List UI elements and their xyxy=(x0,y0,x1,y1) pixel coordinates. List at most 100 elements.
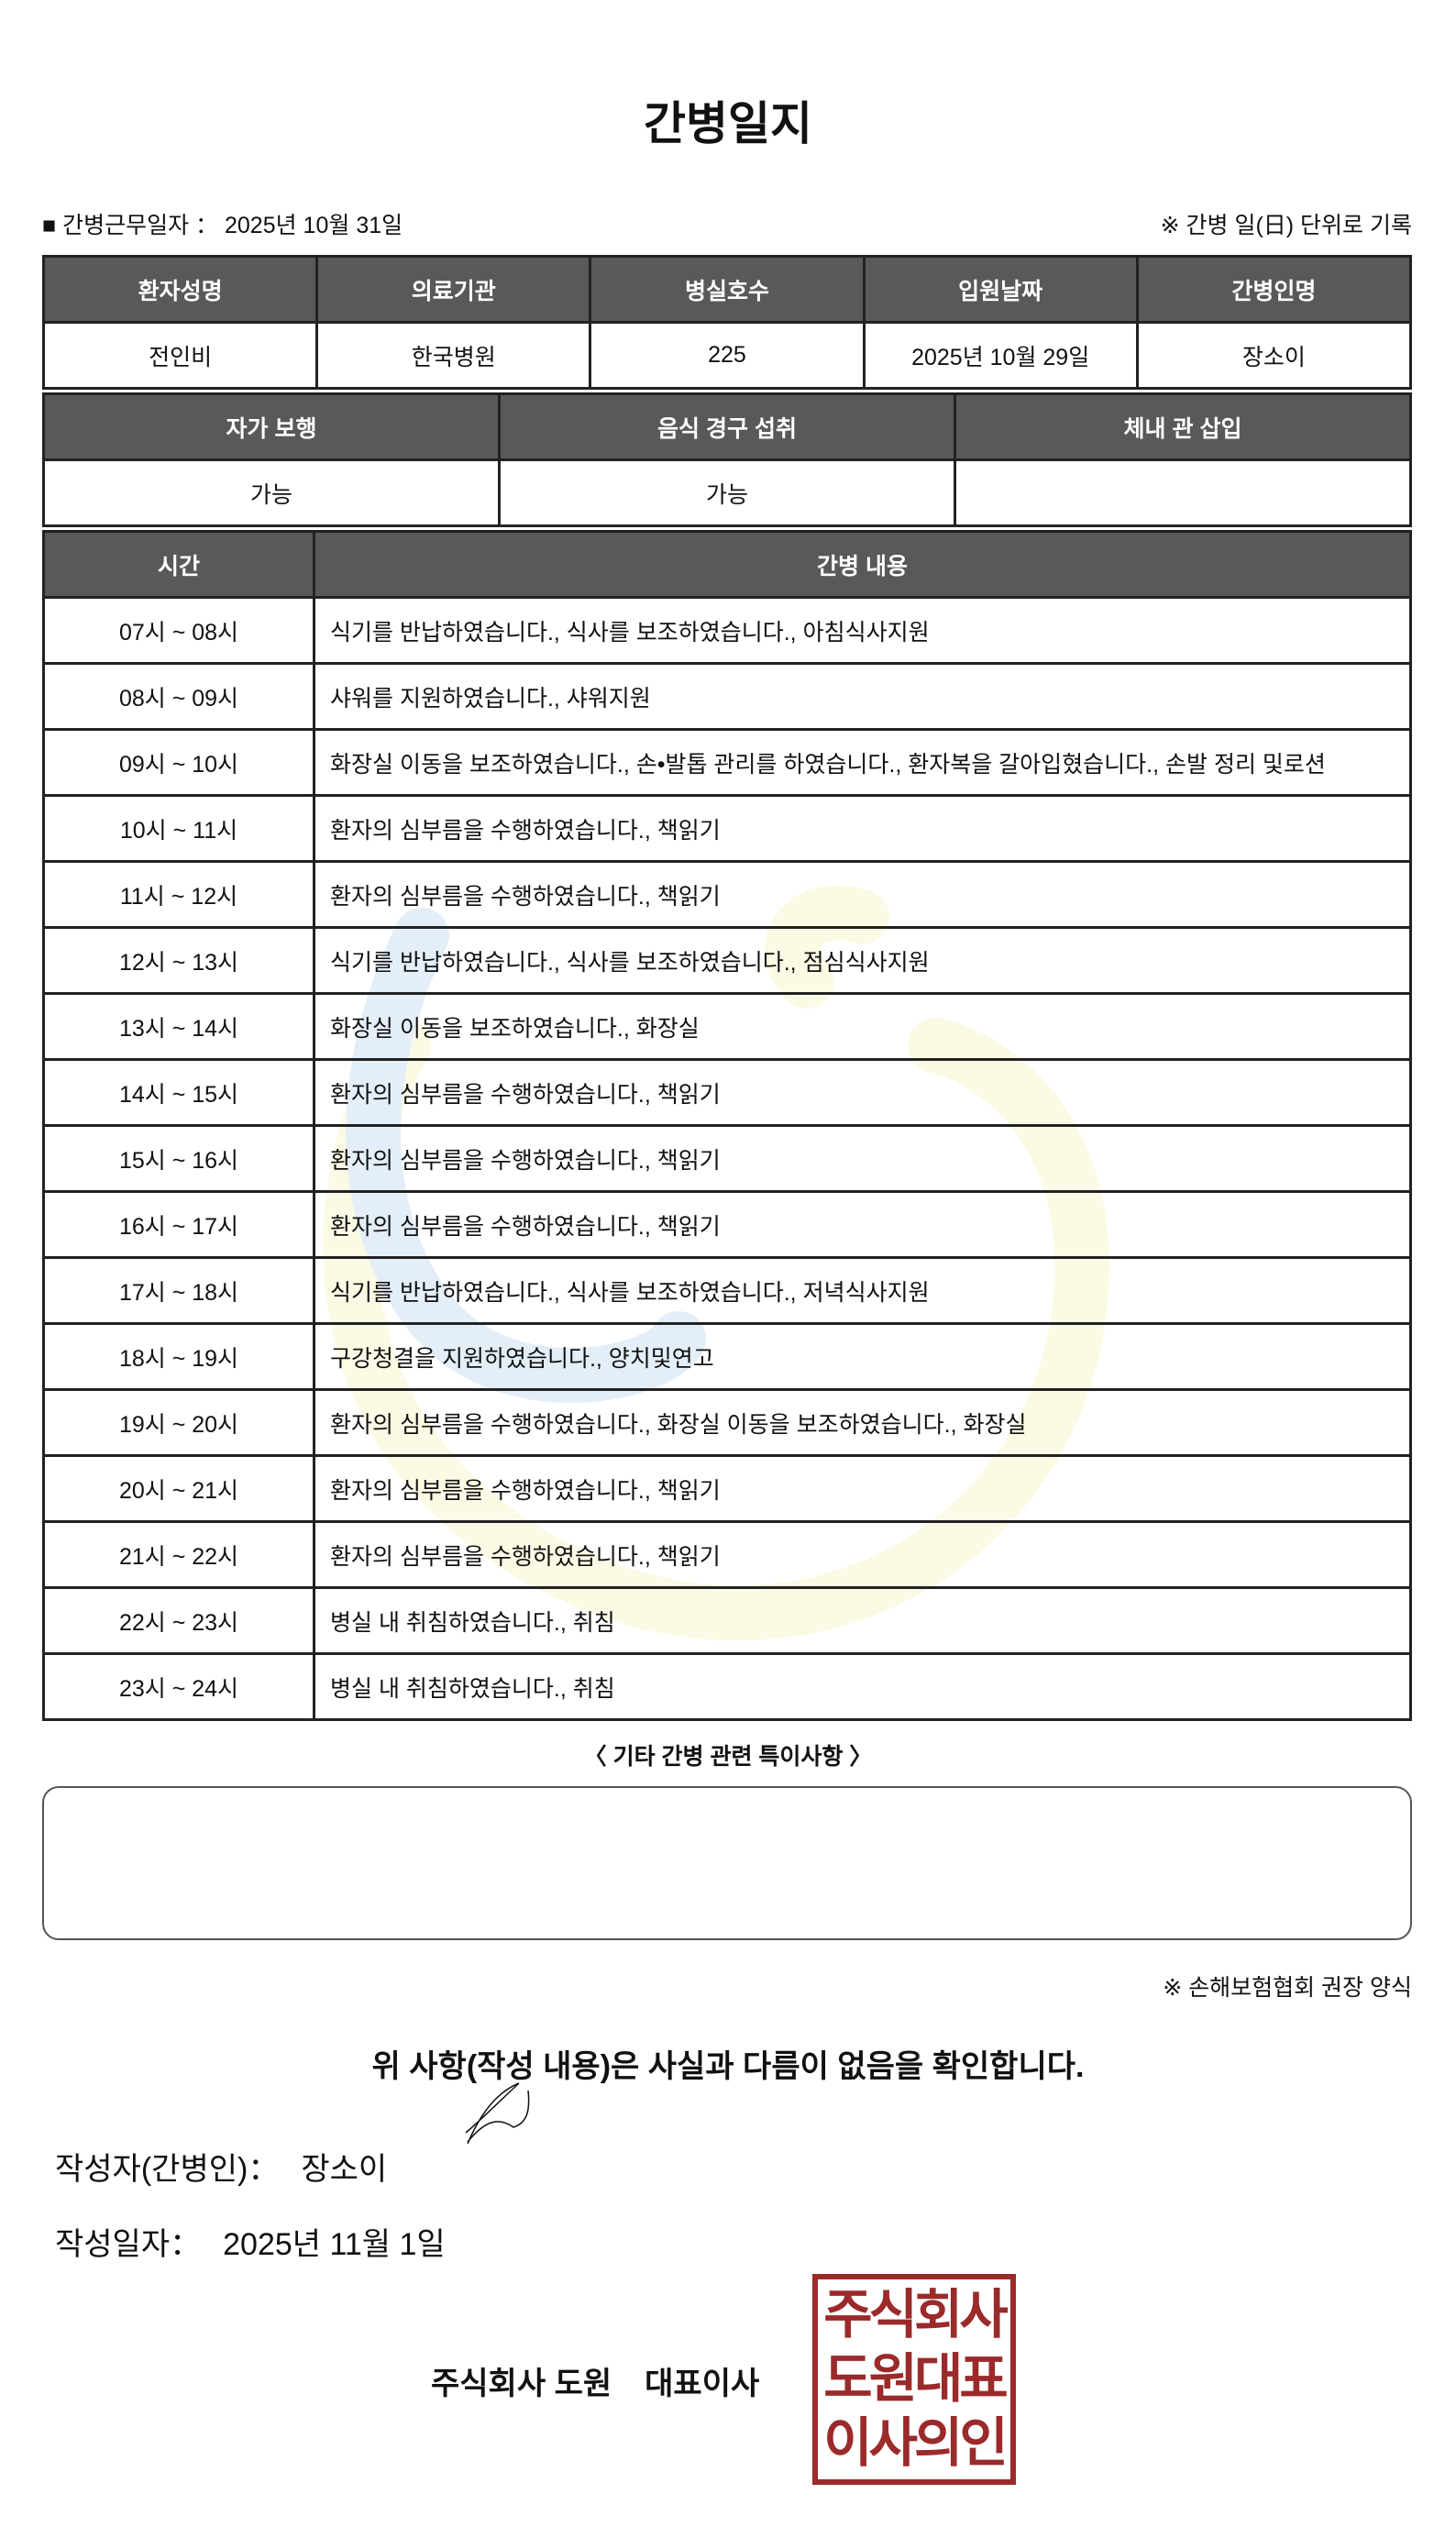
table-row: 22시 ~ 23시 병실 내 취침하였습니다., 취침 xyxy=(42,1586,1412,1655)
stamp-line: 주식회사 xyxy=(823,2285,1008,2345)
table-row: 20시 ~ 21시 환자의 심부름을 수행하였습니다., 책읽기 xyxy=(42,1454,1412,1523)
care-log-header-row: 시간 간병 내용 xyxy=(42,530,1412,599)
header-time: 시간 xyxy=(42,530,315,599)
table-row: 19시 ~ 20시 환자의 심부름을 수행하였습니다., 화장실 이동을 보조하였… xyxy=(42,1388,1412,1457)
care-content: 환자의 심부름을 수행하였습니다., 책읽기 xyxy=(313,1190,1412,1259)
time-slot: 20시 ~ 21시 xyxy=(42,1454,315,1523)
header-patient-name: 환자성명 xyxy=(41,255,319,324)
time-slot: 21시 ~ 22시 xyxy=(42,1520,315,1589)
admission-date: 2025년 10월 29일 xyxy=(862,321,1139,390)
page-title: 간병일지 xyxy=(644,98,812,149)
table-row: 16시 ~ 17시 환자의 심부름을 수행하였습니다., 책읽기 xyxy=(42,1190,1412,1259)
company-line: 주식회사 도원 대표이사 xyxy=(431,2358,759,2403)
tube-status xyxy=(954,458,1412,527)
ceo-title: 대표이사 xyxy=(645,2367,760,2401)
table-row: 10시 ~ 11시 환자의 심부름을 수행하였습니다., 책읽기 xyxy=(42,794,1412,863)
confirmation-statement: 위 사항(작성 내용)은 사실과 다름이 없음을 확인합니다. xyxy=(371,2049,1085,2084)
written-date-label: 작성일자： xyxy=(55,2227,202,2262)
care-content: 식기를 반납하였습니다., 식사를 보조하였습니다., 저녁식사지원 xyxy=(313,1256,1412,1325)
care-content: 환자의 심부름을 수행하였습니다., 책읽기 xyxy=(313,1454,1412,1523)
patient-name: 전인비 xyxy=(41,321,319,390)
shift-date-value: 2025년 10월 31일 xyxy=(225,213,403,238)
notes-title: 〈 기타 간병 관련 특이사항 〉 xyxy=(583,1744,873,1770)
walking-status: 가능 xyxy=(42,458,501,527)
stamp-line: 이사의인 xyxy=(823,2413,1008,2473)
association-note: ※ 손해보험협회 권장 양식 xyxy=(1163,1975,1412,2001)
header-admission-date: 입원날짜 xyxy=(862,255,1139,324)
time-slot: 14시 ~ 15시 xyxy=(42,1058,315,1127)
room-number: 225 xyxy=(589,321,866,390)
time-slot: 17시 ~ 18시 xyxy=(42,1256,315,1325)
time-slot: 12시 ~ 13시 xyxy=(42,926,315,995)
care-content: 환자의 심부름을 수행하였습니다., 책읽기 xyxy=(313,1124,1412,1193)
patient-status-table: 자가 보행 음식 경구 섭취 체내 관 삽입 가능 가능 xyxy=(42,392,1412,527)
time-slot: 11시 ~ 12시 xyxy=(42,860,315,929)
care-content: 샤워를 지원하였습니다., 샤워지원 xyxy=(313,662,1412,731)
shift-date-label: 간병근무일자 xyxy=(62,213,190,238)
time-slot: 07시 ~ 08시 xyxy=(42,596,315,665)
time-slot: 15시 ~ 16시 xyxy=(42,1124,315,1193)
written-date-value: 2025년 11월 1일 xyxy=(223,2227,446,2262)
patient-info-header-row: 환자성명 의료기관 병실호수 입원날짜 간병인명 xyxy=(41,255,1413,324)
care-content: 환자의 심부름을 수행하였습니다., 책읽기 xyxy=(313,794,1412,863)
time-slot: 09시 ~ 10시 xyxy=(42,728,315,797)
header-walking: 자가 보행 xyxy=(42,392,501,461)
header-room: 병실호수 xyxy=(589,255,866,324)
table-row: 21시 ~ 22시 환자의 심부름을 수행하였습니다., 책읽기 xyxy=(42,1520,1412,1589)
care-content: 병실 내 취침하였습니다., 취침 xyxy=(313,1586,1412,1655)
header-tube: 체내 관 삽입 xyxy=(954,392,1412,461)
table-row: 08시 ~ 09시 샤워를 지원하였습니다., 샤워지원 xyxy=(42,662,1412,731)
hospital: 한국병원 xyxy=(315,321,592,390)
time-slot: 10시 ~ 11시 xyxy=(42,794,315,863)
author-name: 장소이 xyxy=(301,2152,388,2187)
status-header-row: 자가 보행 음식 경구 섭취 체내 관 삽입 xyxy=(42,392,1412,461)
table-row: 18시 ~ 19시 구강청결을 지원하였습니다., 양치및연고 xyxy=(42,1322,1412,1391)
table-row: 17시 ~ 18시 식기를 반납하였습니다., 식사를 보조하였습니다., 저녁식… xyxy=(42,1256,1412,1325)
time-slot: 18시 ~ 19시 xyxy=(42,1322,315,1391)
patient-info-value-row: 전인비 한국병원 225 2025년 10월 29일 장소이 xyxy=(41,321,1413,390)
care-content: 식기를 반납하였습니다., 식사를 보조하였습니다., 아침식사지원 xyxy=(313,596,1412,665)
care-content: 환자의 심부름을 수행하였습니다., 화장실 이동을 보조하였습니다., 화장실 xyxy=(313,1388,1412,1457)
care-content: 환자의 심부름을 수행하였습니다., 책읽기 xyxy=(313,860,1412,929)
table-row: 23시 ~ 24시 병실 내 취침하였습니다., 취침 xyxy=(42,1652,1412,1721)
care-content: 환자의 심부름을 수행하였습니다., 책읽기 xyxy=(313,1520,1412,1589)
patient-info-table: 환자성명 의료기관 병실호수 입원날짜 간병인명 전인비 한국병원 225 20… xyxy=(41,255,1413,390)
written-date-line: 작성일자： 2025년 11월 1일 xyxy=(55,2219,446,2264)
care-content: 화장실 이동을 보조하였습니다., 화장실 xyxy=(313,992,1412,1061)
care-content: 식기를 반납하였습니다., 식사를 보조하였습니다., 점심식사지원 xyxy=(313,926,1412,995)
time-slot: 16시 ~ 17시 xyxy=(42,1190,315,1259)
unit-note: ※ 간병 일(日) 단위로 기록 xyxy=(1160,213,1412,238)
header-hospital: 의료기관 xyxy=(315,255,592,324)
care-content: 구강청결을 지원하였습니다., 양치및연고 xyxy=(313,1322,1412,1391)
time-slot: 08시 ~ 09시 xyxy=(42,662,315,731)
care-content: 환자의 심부름을 수행하였습니다., 책읽기 xyxy=(313,1058,1412,1127)
shift-date: ■ 간병근무일자 ： 2025년 10월 31일 xyxy=(42,207,403,240)
company-name: 주식회사 도원 xyxy=(431,2367,612,2401)
care-content: 병실 내 취침하였습니다., 취침 xyxy=(313,1652,1412,1721)
time-slot: 13시 ~ 14시 xyxy=(42,992,315,1061)
signature xyxy=(465,2082,530,2145)
square-bullet-icon: ■ xyxy=(42,213,57,238)
care-content: 화장실 이동을 보조하였습니다., 손•발톱 관리를 하였습니다., 환자복을 … xyxy=(313,728,1412,797)
table-row: 13시 ~ 14시 화장실 이동을 보조하였습니다., 화장실 xyxy=(42,992,1412,1061)
author-label: 작성자(간병인)： xyxy=(55,2152,280,2187)
time-slot: 23시 ~ 24시 xyxy=(42,1652,315,1721)
shift-date-separator: ： xyxy=(195,213,219,238)
notes-textarea[interactable] xyxy=(42,1786,1412,1940)
table-row: 15시 ~ 16시 환자의 심부름을 수행하였습니다., 책읽기 xyxy=(42,1124,1412,1193)
time-slot: 19시 ~ 20시 xyxy=(42,1388,315,1457)
table-row: 07시 ~ 08시 식기를 반납하였습니다., 식사를 보조하였습니다., 아침식… xyxy=(42,596,1412,665)
time-slot: 22시 ~ 23시 xyxy=(42,1586,315,1655)
oral-intake-status: 가능 xyxy=(498,458,956,527)
stamp-line: 도원대표 xyxy=(823,2349,1008,2409)
care-log-table: 시간 간병 내용 07시 ~ 08시 식기를 반납하였습니다., 식사를 보조하였… xyxy=(42,530,1412,1721)
author-line: 작성자(간병인)： 장소이 xyxy=(55,2144,387,2189)
header-content: 간병 내용 xyxy=(313,530,1412,599)
table-row: 14시 ~ 15시 환자의 심부름을 수행하였습니다., 책읽기 xyxy=(42,1058,1412,1127)
table-row: 12시 ~ 13시 식기를 반납하였습니다., 식사를 보조하였습니다., 점심식… xyxy=(42,926,1412,995)
table-row: 11시 ~ 12시 환자의 심부름을 수행하였습니다., 책읽기 xyxy=(42,860,1412,929)
header-caregiver: 간병인명 xyxy=(1135,255,1413,324)
status-value-row: 가능 가능 xyxy=(42,458,1412,527)
header-oral-intake: 음식 경구 섭취 xyxy=(498,392,956,461)
caregiver-name: 장소이 xyxy=(1135,321,1413,390)
